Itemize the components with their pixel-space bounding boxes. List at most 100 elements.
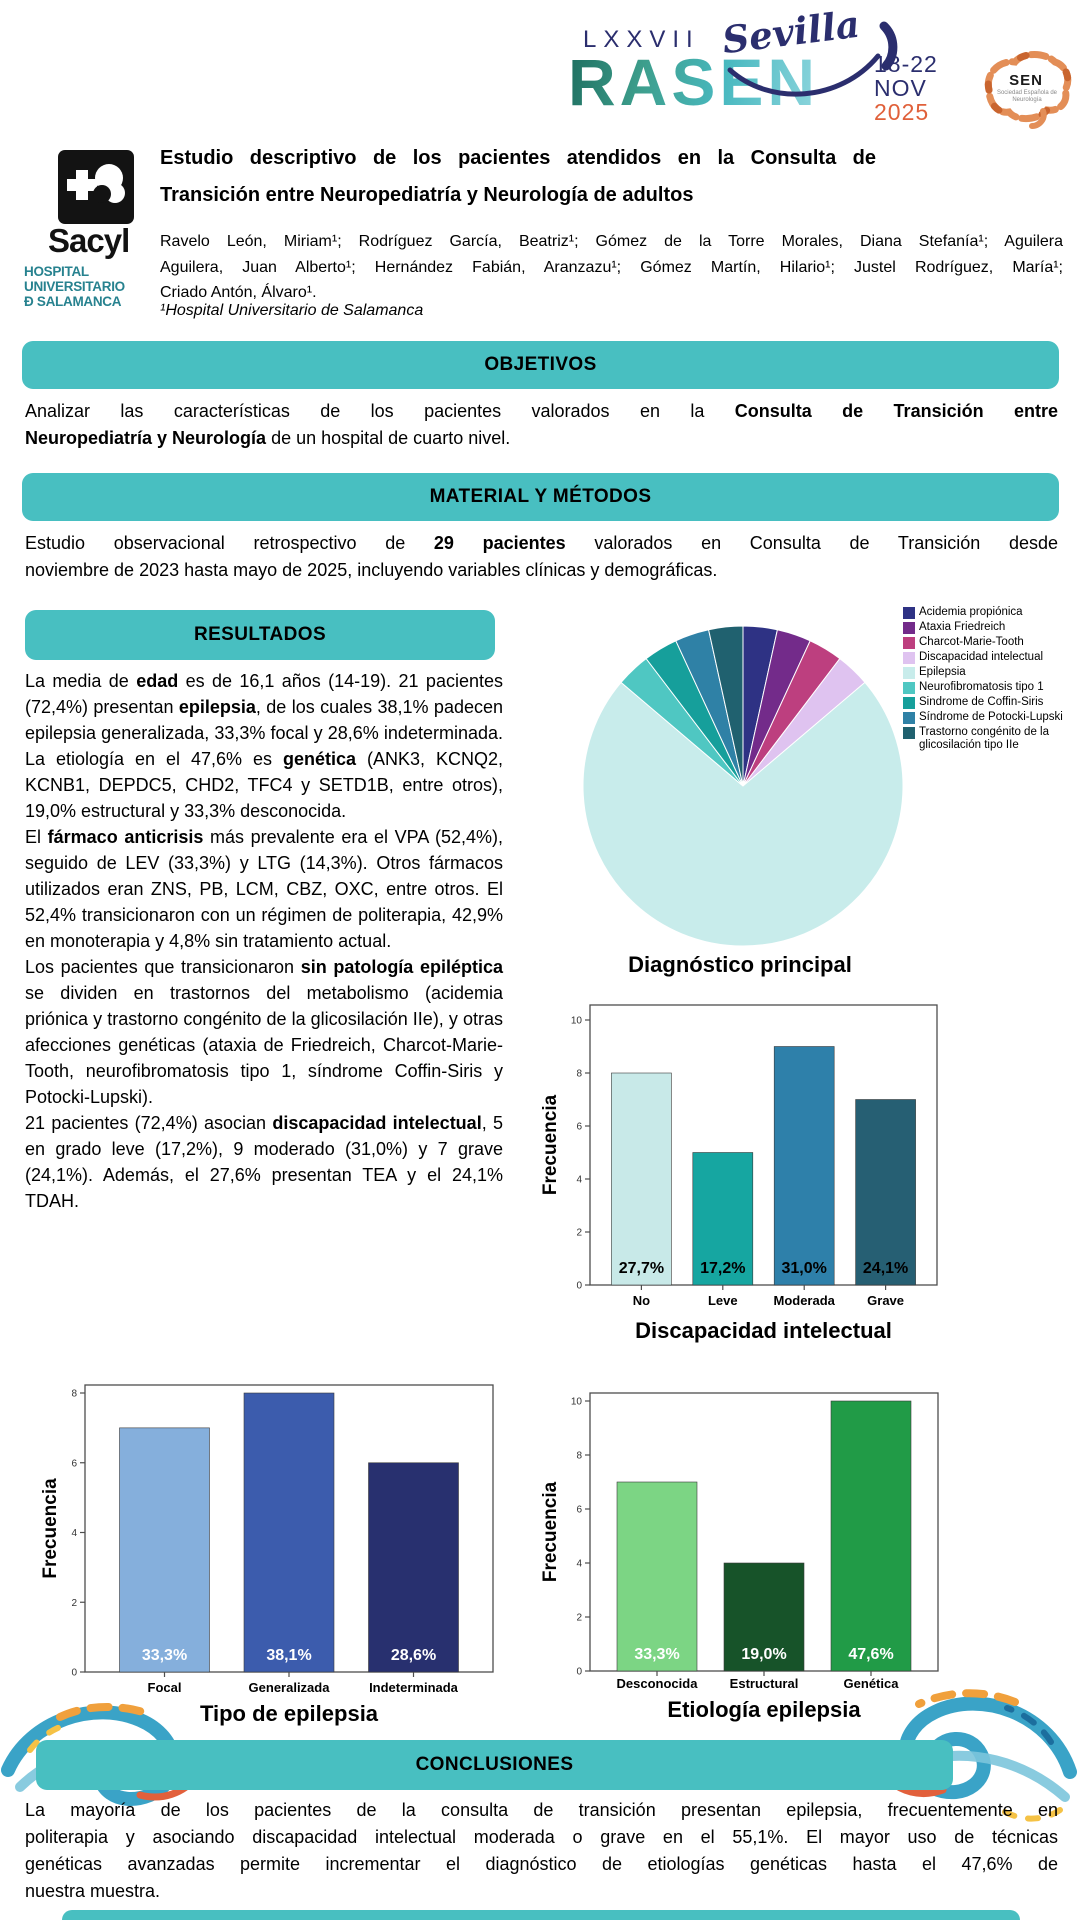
section-header-resultados: RESULTADOS (25, 610, 495, 660)
affiliation: ¹Hospital Universitario de Salamanca (160, 302, 424, 319)
pie-slice-trastorno-congenito-de-la-glicosilacion-tipo-iie (708, 625, 744, 787)
section-header-partial-bottom (62, 1910, 1020, 1920)
bar-grave (855, 1099, 916, 1286)
authors: Ravelo León, Miriam¹; Rodríguez García, … (160, 229, 1063, 306)
congress-dates-block: 18-22 NOV 2025 (874, 52, 938, 124)
chart-title: Discapacidad intelectual (635, 1318, 892, 1343)
congress-year: 2025 (874, 99, 930, 125)
congress-month: NOV (874, 75, 927, 101)
pie-slice-epilepsia (582, 681, 904, 947)
x-category-label: Grave (867, 1293, 904, 1308)
y-tick-label: 6 (576, 1122, 582, 1133)
sacyl-emblem-icon (58, 150, 134, 224)
bar-value-label: 31,0% (782, 1260, 827, 1277)
section-header-objetivos: OBJETIVOS (22, 341, 1059, 389)
legend-swatch (903, 667, 915, 679)
x-category-label: Leve (708, 1293, 738, 1308)
hospital-name: HOSPITAL UNIVERSITARIO Đ SALAMANCA (24, 264, 174, 309)
legend-swatch (903, 697, 915, 709)
bar-estructural (723, 1562, 805, 1672)
text-line: Aguilera, Juan Alberto¹; Hernández Fabiá… (160, 258, 1063, 276)
text-line: UNIVERSITARIO (24, 279, 125, 294)
legend-item: Trastorno congénito de la glicosilación … (903, 726, 1081, 752)
bar-focal (119, 1427, 210, 1673)
legend-label: Sindrome de Coffin-Siris (919, 696, 1044, 708)
y-tick-label: 6 (576, 1505, 582, 1516)
bar-chart-discapacidad-intelectual: 0 2 4 6 8 10 27,7% No 17,2% Leve 31,0% Moderada 24,1… (540, 1004, 938, 1343)
legend-item: Ataxia Friedreich (903, 621, 1081, 634)
legend-label: Neurofibromatosis tipo 1 (919, 681, 1044, 693)
resultados-paragraph: La media de edad es de 16,1 años (14-19)… (25, 671, 503, 821)
y-tick-label: 8 (576, 1451, 582, 1462)
bar-value-label: 33,3% (142, 1647, 187, 1664)
bar-value-label: 28,6% (391, 1647, 436, 1664)
pie-chart-diagnostico-principal: Diagnóstico principal (582, 625, 904, 977)
bar-value-label: 27,7% (619, 1260, 664, 1277)
text-line: genéticas avanzadas permite incrementar … (25, 1854, 1058, 1874)
text-line: Ravelo León, Miriam¹; Rodríguez García, … (160, 233, 1063, 250)
text-line: Đ SALAMANCA (24, 294, 122, 309)
legend-label: Ataxia Friedreich (919, 621, 1006, 633)
legend-swatch (903, 607, 915, 619)
bar-value-label: 19,0% (741, 1646, 786, 1663)
congress-date-range: 18-22 (874, 51, 938, 77)
bar-value-label: 17,2% (700, 1260, 745, 1277)
conclusiones-text: La mayoría de los pacientes de la consul… (25, 1797, 1058, 1905)
resultados-paragraph: El fármaco anticrisis más prevalente era… (25, 827, 504, 951)
x-category-label: Desconocida (617, 1676, 699, 1691)
text-line: Estudio observacional retrospectivo de 2… (25, 533, 1058, 553)
legend-item: Charcot-Marie-Tooth (903, 636, 1081, 649)
legend-item: Neurofibromatosis tipo 1 (903, 681, 1081, 694)
text-line: Transición entre Neuropediatría y Neurol… (160, 184, 694, 206)
bar-generalizada (243, 1392, 335, 1673)
legend-label: Acidemia propiónica (919, 606, 1023, 618)
brain-icon (984, 51, 1072, 129)
plot-frame (589, 1004, 938, 1286)
text-line: La mayoría de los pacientes de la consul… (25, 1800, 1058, 1820)
legend-swatch (903, 682, 915, 694)
resultados-text: La media de edad es de 16,1 años (14-19)… (25, 668, 503, 1214)
legend-swatch (903, 652, 915, 664)
section-header-conclusiones: CONCLUSIONES (36, 1740, 953, 1790)
bar-genetica (830, 1400, 912, 1672)
x-category-label: Indeterminada (369, 1680, 459, 1695)
text-line: Criado Antón, Álvaro¹. (160, 284, 317, 301)
legend-label: Charcot-Marie-Tooth (919, 636, 1024, 648)
bar-value-label: 24,1% (863, 1260, 908, 1277)
x-category-label: Moderada (773, 1293, 835, 1308)
bar-leve (692, 1152, 754, 1286)
bar-chart-etiologia-epilepsia: 0 2 4 6 8 10 33,3% Desconocida 19,0% Estructural 4… (540, 1392, 939, 1722)
x-category-label: Genética (844, 1676, 900, 1691)
legend-item: Sindrome de Coffin-Siris (903, 696, 1081, 709)
congress-acronym: RASEN (568, 45, 820, 119)
text-line: Estudio descriptivo de los pacientes ate… (160, 147, 876, 169)
legend-item: Discapacidad intelectual (903, 651, 1081, 664)
legend-swatch (903, 622, 915, 634)
legend-swatch (903, 637, 915, 649)
bar-value-label: 38,1% (266, 1647, 311, 1664)
bar-moderada (773, 1046, 835, 1286)
resultados-paragraph: Los pacientes que transicionaron sin pat… (25, 957, 503, 1107)
legend-swatch (903, 712, 915, 724)
objetivos-text: Analizar las características de los paci… (25, 398, 1058, 452)
legend-item: Epilepsia (903, 666, 1081, 679)
bar-value-label: 47,6% (848, 1646, 893, 1663)
y-tick-label: 0 (576, 1667, 582, 1678)
legend-label: Síndrome de Potocki-Lupski (919, 711, 1063, 723)
y-tick-label: 2 (71, 1598, 77, 1609)
y-tick-label: 2 (576, 1228, 582, 1239)
chart-title: Etiología epilepsia (667, 1697, 861, 1722)
sevilla-swoosh-decoration (727, 21, 898, 97)
text-line: Analizar las características de los paci… (25, 401, 1058, 421)
bar-no (611, 1072, 672, 1286)
y-tick-label: 4 (576, 1175, 582, 1186)
bar-desconocida (616, 1481, 698, 1672)
text-line: nuestra muestra. (25, 1881, 161, 1901)
pie-chart-legend: Acidemia propiónica Ataxia Friedreich Char… (903, 606, 1081, 754)
legend-swatch (903, 727, 915, 739)
chart-title: Tipo de epilepsia (200, 1701, 379, 1726)
y-tick-label: 8 (576, 1069, 582, 1080)
poster-title: Estudio descriptivo de los pacientes ate… (160, 140, 876, 214)
material-text: Estudio observacional retrospectivo de 2… (25, 530, 1058, 584)
